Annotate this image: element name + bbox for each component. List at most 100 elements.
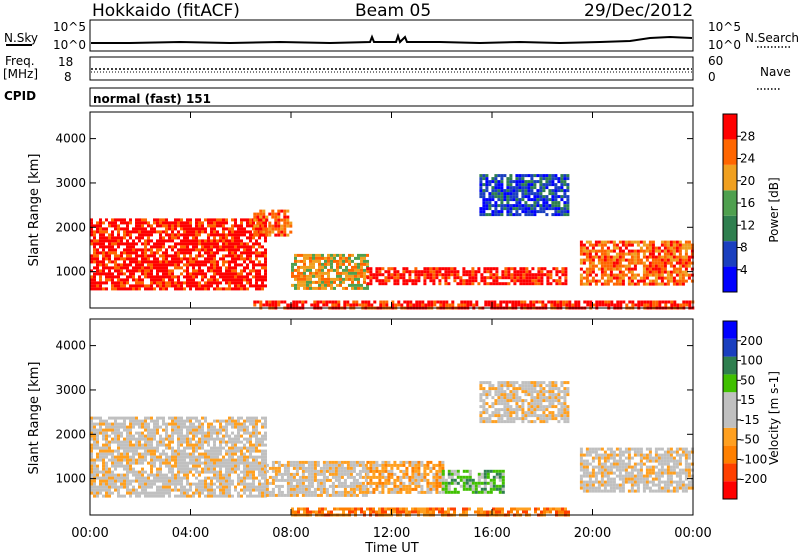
velocity-cell <box>271 475 275 479</box>
velocity-cell <box>313 490 317 494</box>
velocity-cell <box>201 488 204 492</box>
power-cell <box>93 224 96 228</box>
power-cell <box>255 281 258 285</box>
power-cell <box>551 174 555 178</box>
power-cell <box>560 195 564 199</box>
power-cell <box>264 257 267 261</box>
velocity-cell <box>280 484 284 488</box>
power-cell <box>256 221 260 225</box>
velocity-cell <box>90 446 93 450</box>
power-cell <box>162 221 165 225</box>
power-cell <box>261 254 264 258</box>
velocity-cell <box>420 478 424 482</box>
power-cell <box>198 284 201 288</box>
velocity-cell <box>271 460 275 464</box>
velocity-cell <box>316 472 320 476</box>
power-cell <box>501 276 505 280</box>
power-cell <box>207 257 210 261</box>
velocity-cell <box>518 408 522 412</box>
velocity-cell <box>426 463 430 467</box>
power-cell <box>539 177 543 181</box>
power-cell <box>489 273 493 277</box>
power-cell <box>409 300 413 304</box>
velocity-cell <box>111 455 114 459</box>
power-cell <box>274 218 278 222</box>
velocity-cell <box>295 460 299 464</box>
velocity-cell <box>141 431 144 435</box>
velocity-cell <box>509 384 513 388</box>
velocity-cell <box>117 494 120 498</box>
velocity-cell <box>213 491 216 495</box>
velocity-cell <box>189 416 192 420</box>
power-cell <box>357 268 360 272</box>
power-cell <box>521 192 525 196</box>
power-cell <box>568 300 572 304</box>
power-cell <box>213 281 216 285</box>
velocity-cell <box>310 466 314 470</box>
velocity-cell <box>432 463 436 467</box>
power-cell <box>669 279 673 283</box>
power-cell <box>645 246 649 250</box>
velocity-cell <box>177 437 180 441</box>
power-cell <box>586 303 590 307</box>
velocity-cell <box>340 484 344 488</box>
velocity-cell <box>264 473 267 477</box>
velocity-cell <box>195 425 198 429</box>
velocity-cell <box>129 434 132 438</box>
velocity-cell <box>192 425 195 429</box>
power-cell <box>189 233 192 237</box>
power-cell <box>678 261 682 265</box>
velocity-cell <box>177 464 180 468</box>
power-cell <box>474 279 478 283</box>
velocity-cell <box>174 455 177 459</box>
power-cell <box>198 224 201 228</box>
power-cell <box>482 201 486 205</box>
power-cell <box>519 279 523 283</box>
power-cell <box>90 239 93 243</box>
velocity-cell <box>246 473 249 477</box>
power-cell <box>198 227 201 231</box>
power-cell <box>243 233 246 237</box>
velocity-cell <box>369 478 373 482</box>
power-cell <box>563 204 567 208</box>
power-cell <box>518 186 522 190</box>
power-cell <box>566 213 570 217</box>
power-cell <box>553 303 557 307</box>
power-cell <box>669 273 673 277</box>
power-cell <box>123 248 126 252</box>
velocity-cell <box>129 491 132 495</box>
velocity-cell <box>180 464 183 468</box>
power-cell <box>192 248 195 252</box>
velocity-cell <box>453 490 457 494</box>
power-cell <box>533 192 537 196</box>
power-cell <box>90 278 93 282</box>
power-cell <box>156 242 159 246</box>
power-cell <box>138 233 141 237</box>
power-cell <box>491 195 495 199</box>
velocity-cell <box>246 431 249 435</box>
power-cell <box>286 215 290 219</box>
power-cell <box>174 221 177 225</box>
velocity-cell <box>228 476 231 480</box>
power-cell <box>354 271 357 275</box>
velocity-cell <box>249 431 252 435</box>
power-cell <box>180 281 183 285</box>
power-cell <box>479 192 483 196</box>
velocity-cell <box>195 446 198 450</box>
power-cell <box>309 265 312 269</box>
power-cell <box>171 239 174 243</box>
power-cell <box>153 218 156 222</box>
velocity-cell <box>96 422 99 426</box>
power-cell <box>198 272 201 276</box>
power-cell <box>495 279 499 283</box>
power-cell <box>488 192 492 196</box>
power-cell <box>660 264 664 268</box>
power-cell <box>426 273 430 277</box>
power-cell <box>654 276 658 280</box>
velocity-cell <box>135 431 138 435</box>
velocity-cell <box>402 487 406 491</box>
power-cell <box>198 242 201 246</box>
power-cell <box>159 230 162 234</box>
power-cell <box>681 243 685 247</box>
power-cell <box>201 260 204 264</box>
